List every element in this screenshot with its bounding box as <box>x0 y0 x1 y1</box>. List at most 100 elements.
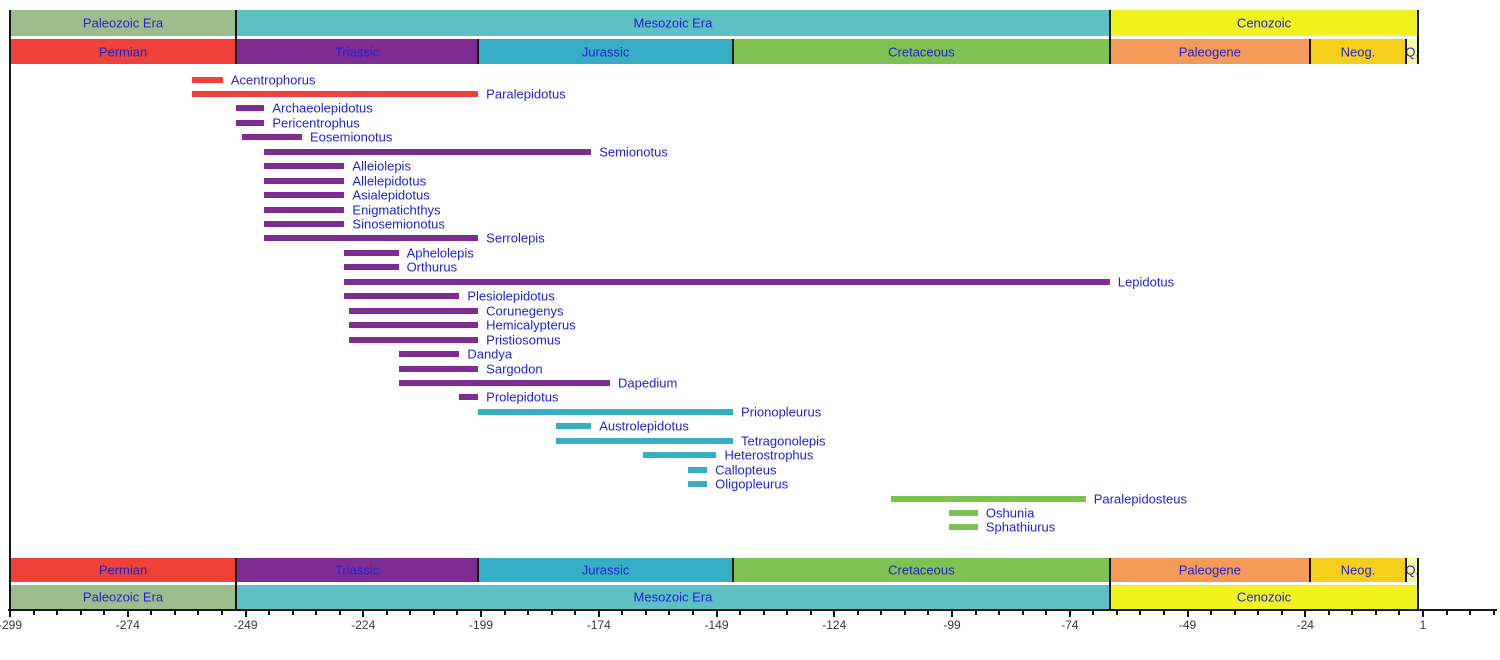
era-label-paleozoic-era: Paleozoic Era <box>82 15 164 31</box>
axis-tick-label: -24 <box>1296 618 1314 632</box>
axis-minor-tick <box>1092 609 1095 615</box>
taxon-bar-prionopleurus <box>478 408 733 415</box>
axis-minor-tick <box>998 609 1001 615</box>
axis-minor-tick <box>1280 609 1283 615</box>
axis-minor-tick <box>1139 609 1142 615</box>
taxon-label-aphelolepis: Aphelolepis <box>406 245 474 261</box>
axis-minor-tick <box>1233 609 1236 615</box>
period-label-cretaceous: Cretaceous <box>888 562 955 578</box>
period-label-permian: Permian <box>98 44 148 59</box>
axis-minor-tick <box>762 609 765 615</box>
axis-minor-tick <box>173 609 176 615</box>
period-band-cretaceous <box>732 558 1110 582</box>
axis-minor-tick <box>291 609 294 615</box>
taxon-label-paralepidotus: Paralepidotus <box>486 86 566 102</box>
taxon-label-acentrophorus: Acentrophorus <box>230 72 316 87</box>
axis-minor-tick <box>79 609 82 615</box>
period-band-jurassic <box>478 39 733 64</box>
taxon-label-oligopleurus: Oligopleurus <box>715 476 789 492</box>
axis-minor-tick <box>574 609 577 615</box>
axis-minor-tick <box>32 609 35 615</box>
axis-minor-tick <box>1492 609 1495 615</box>
era-band-paleozoic-era <box>10 10 237 36</box>
period-boundary-line <box>235 558 238 610</box>
taxon-label-hemicalypterus: Hemicalypterus <box>486 317 576 333</box>
axis-tick-label: -199 <box>468 618 494 632</box>
period-boundary-line <box>1308 558 1311 582</box>
period-band-q <box>1406 39 1419 64</box>
taxon-label-dapedium: Dapedium <box>618 375 678 391</box>
taxon-bar-pericentrophus <box>236 119 265 126</box>
axis-major-tick <box>833 609 836 617</box>
taxon-bar-acentrophorus <box>191 76 223 83</box>
taxon-bar-hemicalypterus <box>349 322 479 329</box>
period-band-q <box>1406 558 1419 582</box>
period-boundary-line <box>1405 39 1408 64</box>
taxon-bar-alleiolepis <box>264 163 345 170</box>
taxon-bar-tetragonolepis <box>556 437 733 444</box>
axis-minor-tick <box>1469 609 1472 615</box>
period-label-jurassic: Jurassic <box>581 44 630 59</box>
taxon-bar-sargodon <box>398 365 479 372</box>
axis-minor-tick <box>103 609 106 615</box>
axis-minor-tick <box>150 609 153 615</box>
taxon-bar-dandya <box>398 351 460 358</box>
taxon-label-orthurus: Orthurus <box>406 259 458 275</box>
chart-left-edge-line <box>9 10 11 610</box>
taxon-label-austrolepidotus: Austrolepidotus <box>599 418 689 434</box>
axis-minor-tick <box>644 609 647 615</box>
taxon-bar-asialepidotus <box>264 192 345 199</box>
period-boundary-line <box>477 39 480 64</box>
period-boundary-line <box>731 558 734 582</box>
period-label-permian: Permian <box>98 562 148 578</box>
taxon-label-paralepidosteus: Paralepidosteus <box>1093 491 1187 507</box>
axis-tick-label: -224 <box>351 618 376 632</box>
taxon-bar-dapedium <box>398 379 611 386</box>
axis-major-tick <box>1186 609 1189 617</box>
taxon-label-oshunia: Oshunia <box>985 505 1035 521</box>
period-band-triassic <box>236 39 479 64</box>
taxon-label-callopteus: Callopteus <box>715 462 777 478</box>
axis-minor-tick <box>1445 609 1448 615</box>
axis-minor-tick <box>1162 609 1165 615</box>
period-label-paleogene: Paleogene <box>1178 562 1241 578</box>
period-boundary-line <box>1108 558 1111 610</box>
period-boundary-line <box>1308 39 1311 64</box>
taxon-bar-paralepidotus <box>191 90 479 97</box>
taxon-label-heterostrophus: Heterostrophus <box>724 447 814 463</box>
taxon-bar-lepidotus <box>344 278 1110 285</box>
period-band-cretaceous <box>732 39 1110 64</box>
axis-tick-label: -74 <box>1061 618 1079 632</box>
period-band-neog <box>1309 558 1407 582</box>
axis-minor-tick <box>739 609 742 615</box>
taxon-bar-serrolepis <box>264 235 479 242</box>
axis-tick-label: 1 <box>1419 618 1427 632</box>
taxon-bar-austrolepidotus <box>556 423 592 430</box>
axis-minor-tick <box>1327 609 1330 615</box>
era-label-cenozoic: Cenozoic <box>1236 589 1292 605</box>
axis-minor-tick <box>550 609 553 615</box>
taxon-bar-pristiosomus <box>349 336 479 343</box>
period-label-cretaceous: Cretaceous <box>888 44 955 59</box>
axis-minor-tick <box>1257 609 1260 615</box>
era-label-paleozoic-era: Paleozoic Era <box>82 589 164 605</box>
axis-minor-tick <box>385 609 388 615</box>
axis-tick-label: -49 <box>1178 618 1197 632</box>
taxon-label-enigmatichthys: Enigmatichthys <box>352 202 441 218</box>
axis-tick-label: -99 <box>943 618 961 632</box>
taxon-label-plesiolepidotus: Plesiolepidotus <box>467 288 555 304</box>
period-label-jurassic: Jurassic <box>581 562 630 578</box>
axis-tick-label: -149 <box>704 618 729 632</box>
period-band-neog <box>1309 39 1407 64</box>
axis-major-tick <box>597 609 600 617</box>
axis-major-tick <box>1304 609 1307 617</box>
taxon-bar-heterostrophus <box>642 452 717 459</box>
era-band-mesozoic-era <box>236 585 1110 609</box>
period-boundary-line <box>731 39 734 64</box>
axis-major-tick <box>715 609 718 617</box>
axis-minor-tick <box>268 609 271 615</box>
axis-minor-tick <box>432 609 435 615</box>
period-band-triassic <box>236 558 479 582</box>
taxon-bar-prolepidotus <box>459 394 479 401</box>
axis-minor-tick <box>974 609 977 615</box>
